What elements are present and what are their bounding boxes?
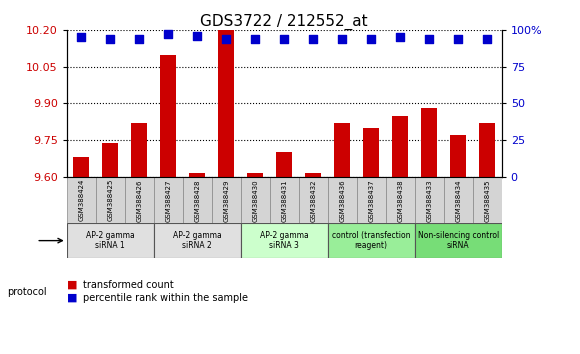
Text: GSM388435: GSM388435 — [484, 179, 490, 222]
Bar — [270, 177, 299, 223]
Bar — [212, 177, 241, 223]
Text: GSM388427: GSM388427 — [165, 179, 171, 222]
Text: GSM388432: GSM388432 — [310, 179, 316, 222]
Text: GSM388425: GSM388425 — [107, 179, 113, 221]
Bar — [189, 173, 205, 177]
Title: GDS3722 / 212552_at: GDS3722 / 212552_at — [200, 14, 368, 30]
Point — [251, 36, 260, 42]
Point — [106, 36, 115, 42]
Bar — [160, 55, 176, 177]
Text: percentile rank within the sample: percentile rank within the sample — [83, 293, 248, 303]
Text: GSM388431: GSM388431 — [281, 179, 287, 222]
Point — [193, 33, 202, 39]
Bar — [218, 30, 234, 177]
Text: GSM388434: GSM388434 — [455, 179, 461, 222]
Point — [338, 36, 347, 42]
Bar — [102, 143, 118, 177]
Text: GSM388438: GSM388438 — [397, 179, 403, 222]
Point — [77, 35, 86, 40]
Text: GSM388426: GSM388426 — [136, 179, 142, 222]
Text: control (transfection
reagent): control (transfection reagent) — [332, 231, 411, 250]
Text: ■: ■ — [67, 280, 77, 290]
Point — [454, 36, 463, 42]
Bar — [183, 177, 212, 223]
Bar — [357, 177, 386, 223]
Bar — [421, 108, 437, 177]
Text: AP-2 gamma
siRNA 2: AP-2 gamma siRNA 2 — [173, 231, 222, 250]
Text: GSM388428: GSM388428 — [194, 179, 200, 222]
Bar — [444, 177, 473, 223]
Bar — [415, 223, 502, 258]
Bar — [328, 177, 357, 223]
Bar — [450, 135, 466, 177]
Bar — [386, 177, 415, 223]
Bar — [241, 177, 270, 223]
Bar — [473, 177, 502, 223]
Text: GSM388436: GSM388436 — [339, 179, 345, 222]
Bar — [131, 123, 147, 177]
Point — [164, 32, 173, 37]
Text: transformed count: transformed count — [83, 280, 173, 290]
Text: protocol: protocol — [7, 287, 46, 297]
Bar — [125, 177, 154, 223]
Bar — [363, 128, 379, 177]
Bar — [334, 123, 350, 177]
Bar — [392, 116, 408, 177]
Bar — [247, 173, 263, 177]
Bar — [241, 223, 328, 258]
Bar — [96, 177, 125, 223]
Bar — [276, 152, 292, 177]
Bar — [305, 173, 321, 177]
Point — [483, 36, 492, 42]
Text: GSM388437: GSM388437 — [368, 179, 374, 222]
Bar — [479, 123, 495, 177]
Bar — [299, 177, 328, 223]
Bar — [67, 177, 96, 223]
Bar — [154, 223, 241, 258]
Text: Non-silencing control
siRNA: Non-silencing control siRNA — [418, 231, 499, 250]
Point — [280, 36, 289, 42]
Bar — [415, 177, 444, 223]
Text: ■: ■ — [67, 293, 77, 303]
Bar — [154, 177, 183, 223]
Point — [309, 36, 318, 42]
Text: GSM388424: GSM388424 — [78, 179, 84, 221]
Bar — [328, 223, 415, 258]
Point — [135, 36, 144, 42]
Text: GSM388433: GSM388433 — [426, 179, 432, 222]
Text: AP-2 gamma
siRNA 3: AP-2 gamma siRNA 3 — [260, 231, 309, 250]
Text: GSM388429: GSM388429 — [223, 179, 229, 222]
Bar — [67, 223, 154, 258]
Bar — [73, 157, 89, 177]
Point — [367, 36, 376, 42]
Point — [222, 36, 231, 42]
Point — [396, 35, 405, 40]
Text: GSM388430: GSM388430 — [252, 179, 258, 222]
Point — [425, 36, 434, 42]
Text: AP-2 gamma
siRNA 1: AP-2 gamma siRNA 1 — [86, 231, 135, 250]
